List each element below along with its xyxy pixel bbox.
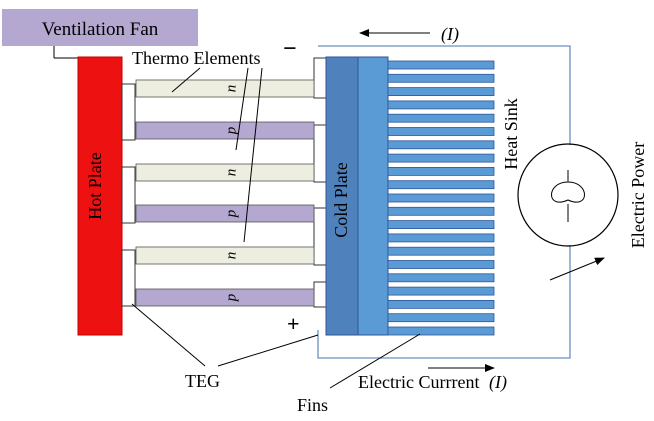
current-symbol-bottom: (I) bbox=[489, 372, 507, 393]
bulb-filament-icon bbox=[551, 170, 585, 222]
heat-sink-fin bbox=[387, 220, 495, 230]
leader-thermo-2 bbox=[235, 67, 249, 151]
heat-sink-fin bbox=[387, 113, 495, 123]
leader-fins bbox=[329, 333, 421, 389]
circuit-wire bbox=[318, 45, 571, 145]
current-symbol-top: (I) bbox=[441, 24, 459, 45]
heat-sink-fin bbox=[387, 206, 495, 216]
teg-label: TEG bbox=[185, 371, 220, 391]
hot-side-connector bbox=[121, 249, 136, 307]
cold-plate-right bbox=[357, 56, 389, 336]
heat-sink-fin bbox=[387, 313, 495, 323]
heat-sink-label: Heat Sink bbox=[501, 98, 521, 170]
n-type-leg bbox=[135, 246, 315, 265]
heat-sink-fin bbox=[387, 246, 495, 256]
p-type-leg bbox=[135, 288, 315, 307]
electric-current-text: Electric Currrent bbox=[358, 372, 479, 392]
hot-side-connector bbox=[121, 166, 136, 224]
heat-sink-fin bbox=[387, 233, 495, 243]
leg-type-label: n bbox=[224, 252, 240, 260]
leader-teg-2 bbox=[217, 334, 319, 367]
heat-sink-fin bbox=[387, 286, 495, 296]
heat-sink-fin bbox=[387, 73, 495, 83]
minus-sign: − bbox=[283, 36, 297, 62]
electric-current-label: Electric Currrent (I) bbox=[358, 372, 507, 393]
leg-type-label: p bbox=[224, 293, 240, 302]
ventilation-fan-box bbox=[2, 9, 198, 46]
hot-plate-label: Hot Plate bbox=[85, 152, 105, 220]
p-type-leg bbox=[135, 121, 315, 140]
thermo-elements-label: Thermo Elements bbox=[132, 48, 260, 68]
heat-sink-fin bbox=[387, 153, 495, 163]
leader-thermo-3 bbox=[243, 67, 263, 243]
fins-label: Fins bbox=[297, 395, 328, 415]
leader-teg-1 bbox=[131, 303, 206, 367]
plus-sign: + bbox=[287, 311, 300, 336]
ventilation-fan-label: Ventilation Fan bbox=[42, 19, 159, 40]
cold-side-connector bbox=[313, 57, 327, 99]
ventilation-fan: Ventilation Fan bbox=[2, 9, 198, 59]
cold-side-connector bbox=[313, 207, 327, 266]
power-load-circle bbox=[517, 143, 619, 247]
leader-thermo-1 bbox=[171, 67, 201, 93]
cold-plate-label: Cold Plate bbox=[331, 162, 351, 238]
n-type-leg bbox=[135, 163, 315, 182]
heat-sink-fin bbox=[387, 100, 495, 110]
heat-sink-fin bbox=[387, 326, 495, 336]
cold-side-connector bbox=[313, 281, 327, 308]
power-arrow bbox=[549, 257, 605, 281]
electric-power-label: Electric Power bbox=[628, 142, 648, 248]
leg-type-label: p bbox=[224, 126, 240, 135]
heat-sink-fin bbox=[387, 140, 495, 150]
heat-sink-fin bbox=[387, 299, 495, 309]
hot-side-connector bbox=[121, 83, 136, 141]
hot-plate: Hot Plate bbox=[77, 56, 123, 336]
heat-sink-fin bbox=[387, 166, 495, 176]
heat-sink-fin bbox=[387, 180, 495, 190]
heat-sink-fin bbox=[387, 260, 495, 269]
heat-sink-fin bbox=[387, 273, 495, 283]
heat-sink-fin bbox=[387, 60, 495, 70]
circuit-wire-bottom bbox=[317, 245, 571, 359]
p-type-leg bbox=[135, 204, 315, 223]
leg-type-label: p bbox=[224, 209, 240, 218]
cold-side-connector bbox=[313, 124, 327, 183]
heat-sink-fin bbox=[387, 127, 495, 136]
thermo-elements: n p n p n p bbox=[121, 57, 327, 308]
leader-lines bbox=[131, 67, 421, 389]
cold-plate: Cold Plate bbox=[325, 56, 389, 336]
circuit bbox=[317, 45, 619, 359]
current-arrow-top: (I) bbox=[359, 24, 459, 45]
heat-sink-fins bbox=[387, 60, 495, 336]
leg-type-label: n bbox=[224, 169, 240, 177]
heat-sink-fin bbox=[387, 87, 495, 96]
leg-type-label: n bbox=[224, 85, 240, 93]
heat-sink-fin bbox=[387, 193, 495, 203]
